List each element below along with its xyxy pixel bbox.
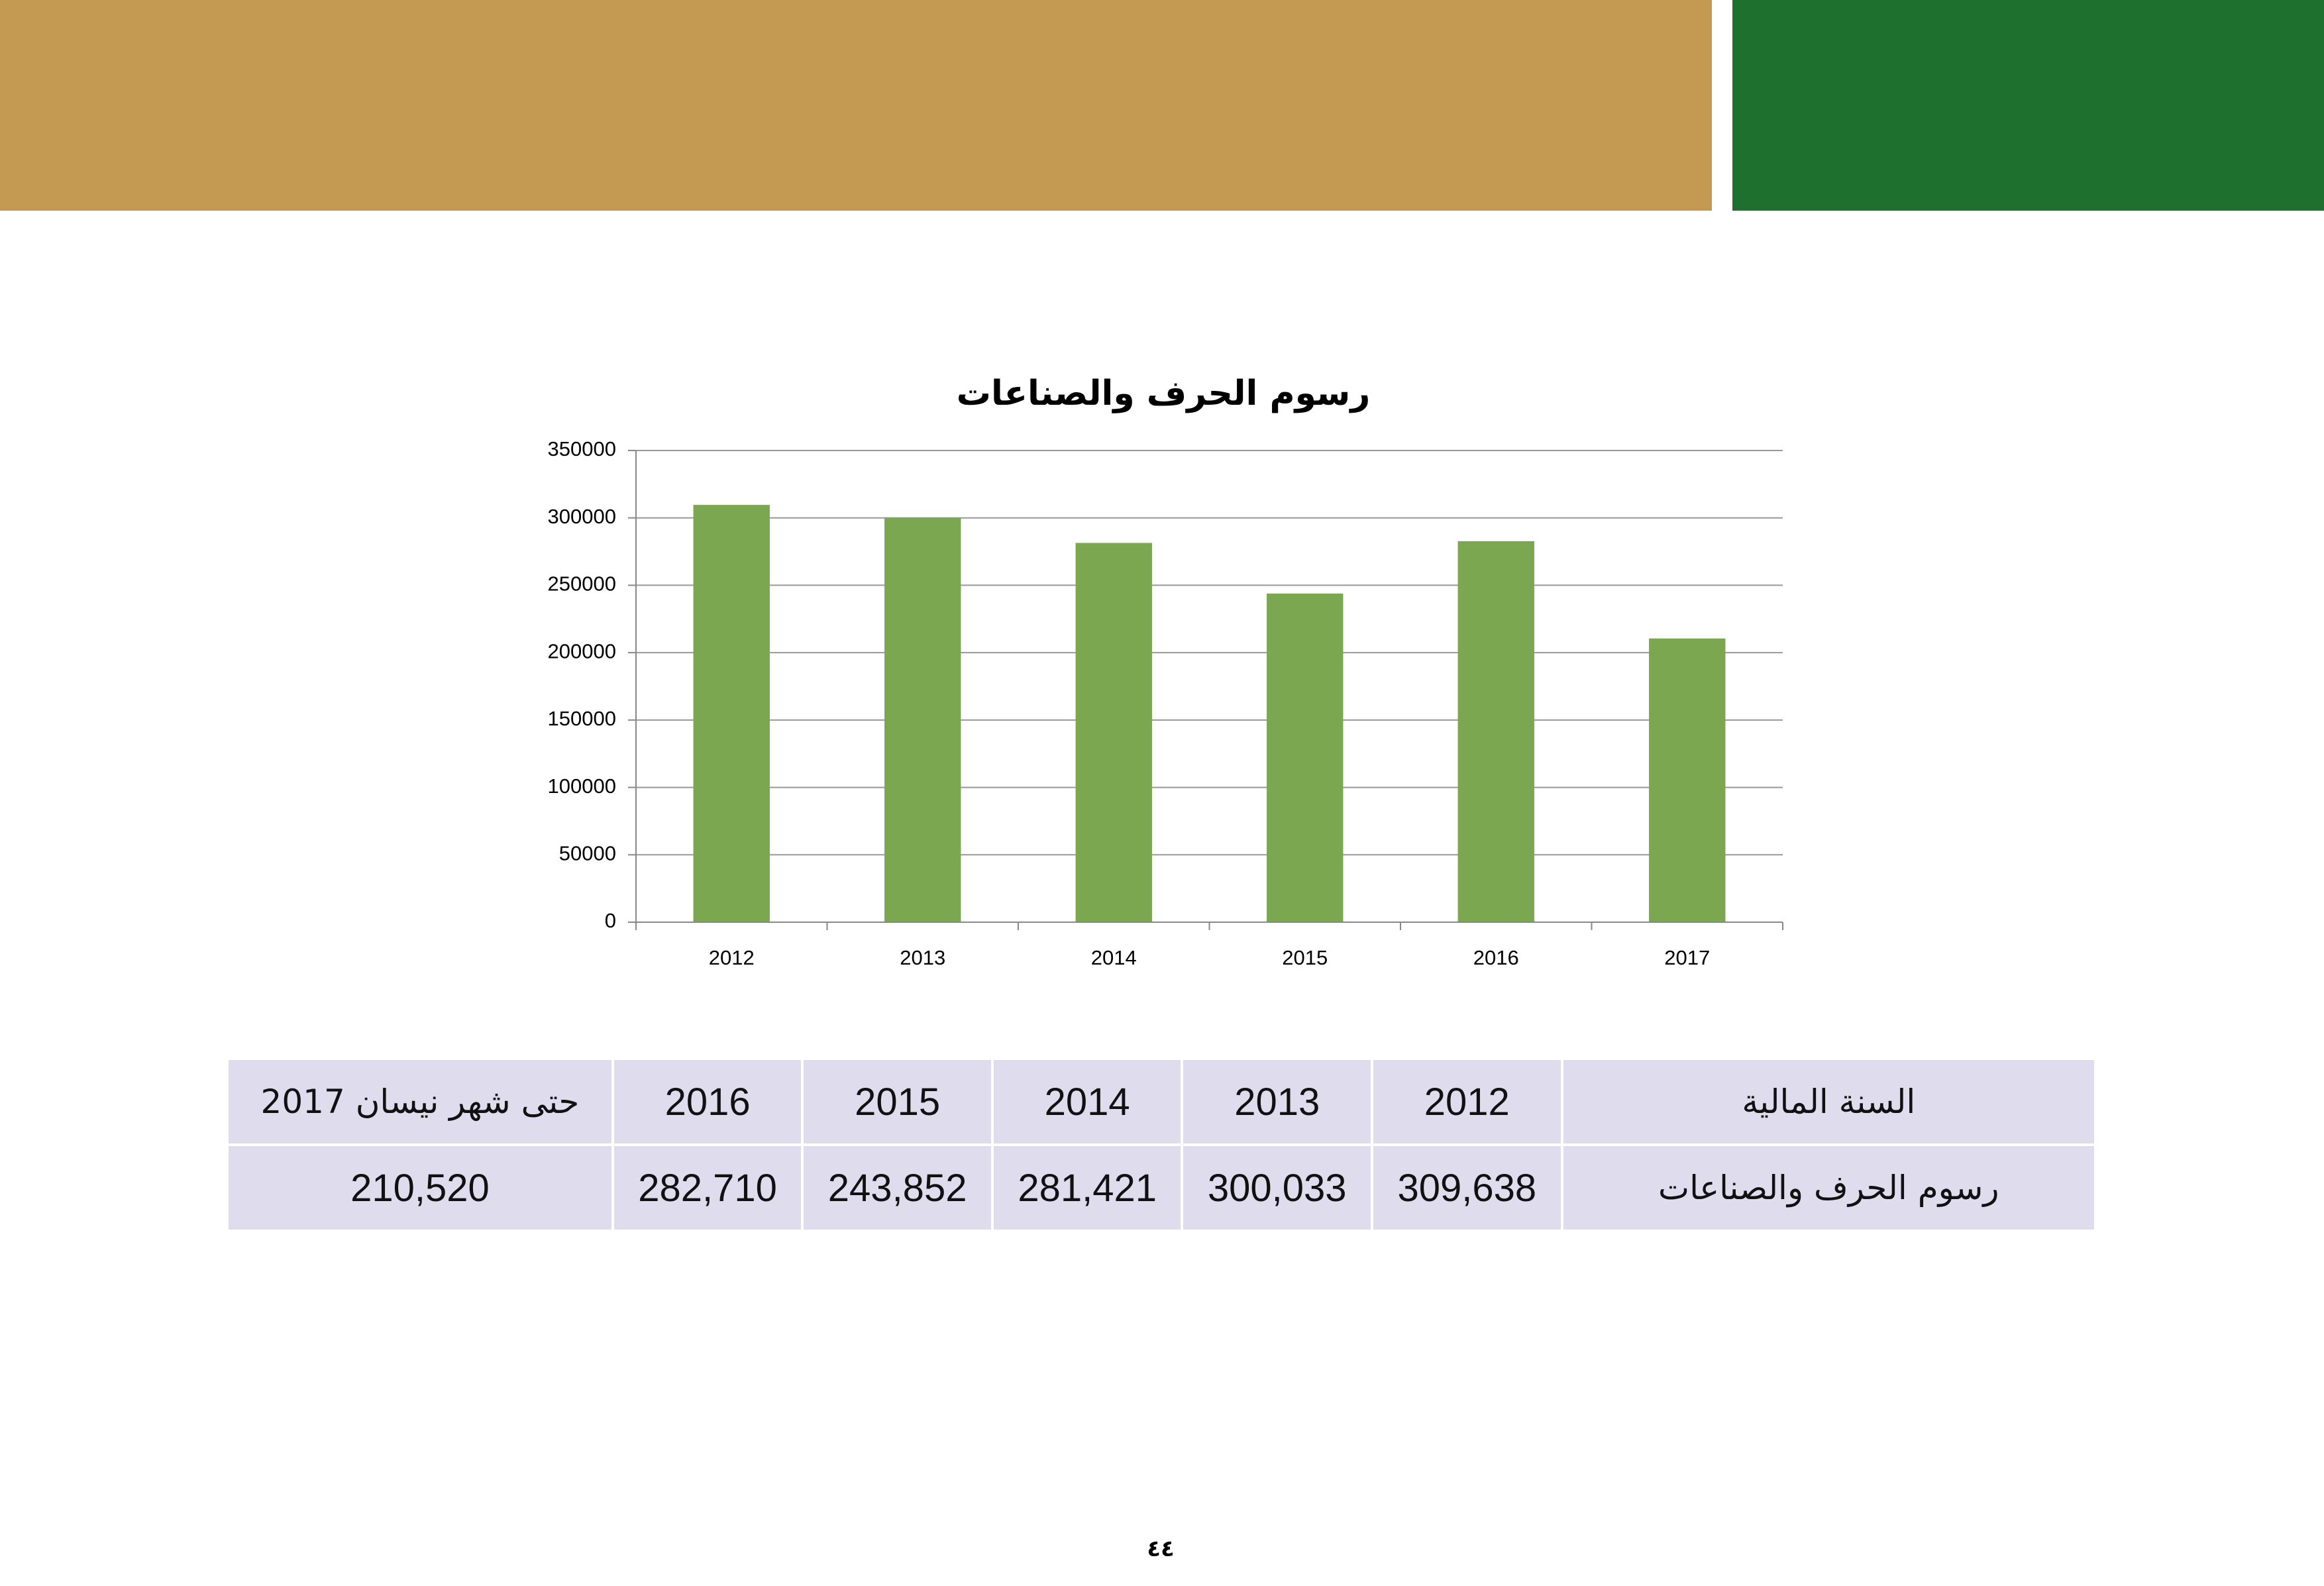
x-tick-label: 2017 [1664,946,1710,969]
x-tick-label: 2016 [1473,946,1519,969]
table-cell: 2015 [804,1060,991,1143]
bar [884,517,961,922]
table-cell: 210,520 [229,1146,611,1230]
bar [1649,638,1726,922]
table-cell: 309,638 [1373,1146,1561,1230]
bar [1457,541,1534,922]
table-cell: 300,033 [1183,1146,1371,1230]
header-gold-bar [0,0,1712,211]
table-cell: حتى شهر نيسان 2017 [229,1060,611,1143]
table-row: رسوم الحرف والصناعات 309,638 300,033 281,42… [229,1146,2094,1230]
bar [1267,593,1344,922]
bar [1075,543,1152,922]
chart: رسوم الحرف والصناعات 0 50000 100000 150000 2… [548,374,1783,969]
table-cell: 282,710 [613,1146,802,1230]
row-header-cell: رسوم الحرف والصناعات [1563,1146,2094,1230]
y-tick-label: 250000 [548,572,616,596]
y-tick-label: 300000 [548,505,616,528]
row-header-cell: السنة المالية [1563,1060,2094,1143]
table-cell: 2016 [613,1060,802,1143]
table-cell: 2014 [993,1060,1181,1143]
y-tick-label: 50000 [559,841,616,865]
table-row: السنة المالية 2012 2013 2014 2015 2016 حتى شهر… [229,1060,2094,1143]
table-cell: 2013 [1183,1060,1371,1143]
y-tick-label: 150000 [548,707,616,730]
header-green-bar [1732,0,2324,211]
y-tick-label: 0 [605,909,616,932]
table-cell: 281,421 [993,1146,1181,1230]
y-tick-label: 350000 [548,437,616,460]
x-tick-label: 2015 [1282,946,1328,969]
data-table: السنة المالية 2012 2013 2014 2015 2016 حتى شهر… [226,1057,2097,1232]
page-number: ٤٤ [1147,1536,1175,1562]
y-tick-label: 100000 [548,774,616,798]
x-tick-label: 2014 [1091,946,1137,969]
table-cell: 2012 [1373,1060,1561,1143]
bar [693,505,770,922]
x-tick-label: 2013 [900,946,945,969]
table-cell: 243,852 [804,1146,991,1230]
x-tick-label: 2012 [709,946,755,969]
y-tick-label: 200000 [548,639,616,662]
chart-title: رسوم الحرف والصناعات [957,374,1371,413]
